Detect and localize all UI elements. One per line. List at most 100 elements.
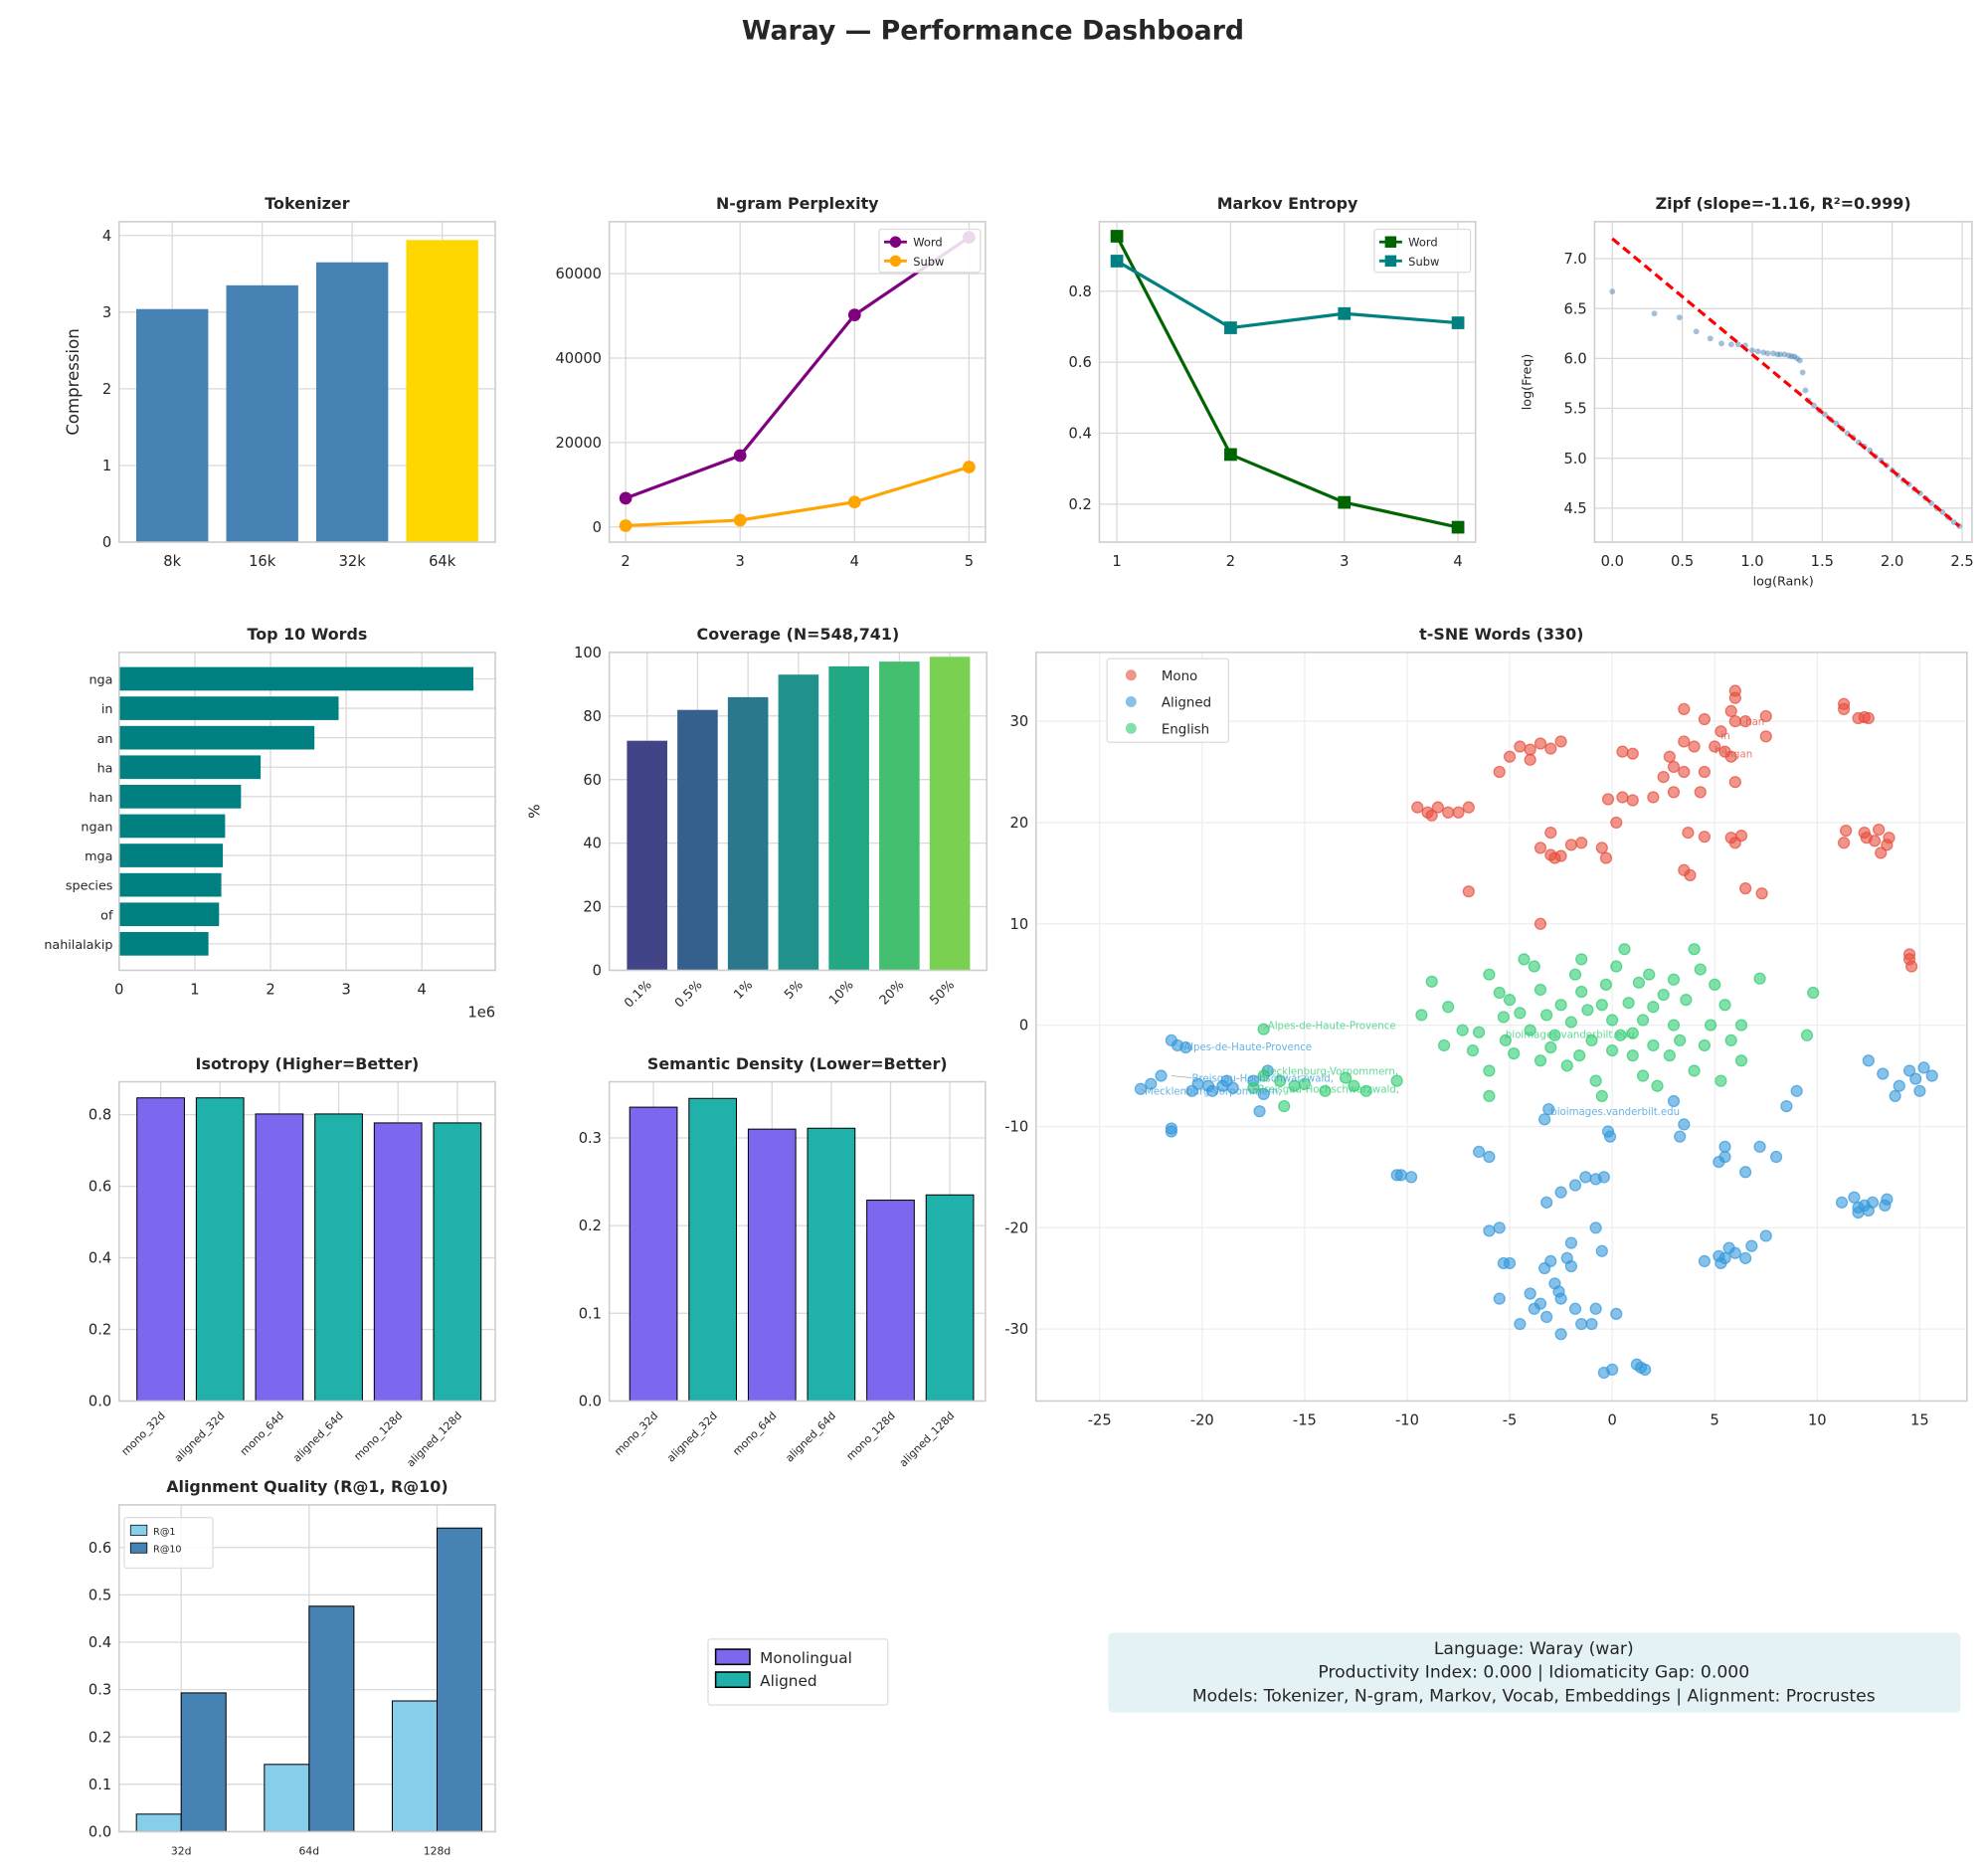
point-aligned bbox=[1698, 1254, 1712, 1268]
y-tick-label: -20 bbox=[1004, 1219, 1028, 1236]
panel-3 bbox=[1593, 221, 1973, 543]
point-aligned bbox=[1503, 1256, 1517, 1270]
y-tick-label: 20000 bbox=[555, 435, 602, 452]
bar-mono_128d bbox=[866, 1200, 915, 1402]
point-mono bbox=[1442, 806, 1455, 819]
point-english bbox=[1493, 986, 1506, 1000]
x-tick-label: 3 bbox=[1340, 553, 1349, 570]
bar-R@10-64d bbox=[308, 1605, 355, 1832]
shared-legend bbox=[707, 1638, 889, 1706]
point-english bbox=[1508, 1047, 1521, 1060]
point-mono bbox=[1875, 846, 1888, 859]
bar-mono_32d bbox=[136, 1097, 185, 1402]
y-tick-label: 0 bbox=[1019, 1018, 1028, 1034]
point-aligned bbox=[1678, 1118, 1691, 1131]
x-tick-label: 1 bbox=[190, 982, 199, 999]
point-english bbox=[1636, 1069, 1650, 1082]
point-english bbox=[1298, 1077, 1311, 1090]
point-aligned bbox=[1155, 1069, 1168, 1082]
panel-8 bbox=[608, 1080, 987, 1403]
y-tick-label: 0 bbox=[593, 963, 602, 980]
y-tick-label: of bbox=[100, 908, 113, 923]
point-aligned bbox=[1852, 1206, 1865, 1219]
point-english bbox=[1626, 1027, 1639, 1039]
x-tick-label: 5 bbox=[965, 553, 974, 570]
annotation-leader bbox=[1547, 1108, 1551, 1112]
x-tick-label: 20% bbox=[877, 978, 908, 1009]
point-aligned bbox=[1554, 1186, 1567, 1199]
point-english bbox=[1564, 1016, 1578, 1029]
y-tick-label: 0.6 bbox=[89, 1179, 111, 1196]
point-aligned bbox=[1483, 1150, 1496, 1164]
point-mono bbox=[1739, 882, 1752, 895]
point-english bbox=[1622, 997, 1635, 1010]
point-annotation: Alpes-de-Haute-Provence bbox=[1268, 1021, 1396, 1032]
point-aligned bbox=[1877, 1067, 1890, 1080]
annotation-leader bbox=[1720, 734, 1725, 736]
point-mono bbox=[1724, 750, 1737, 763]
bar-R@10-128d bbox=[436, 1527, 483, 1832]
point-english bbox=[1456, 1024, 1469, 1036]
point-english bbox=[1544, 1040, 1557, 1054]
point-Word bbox=[1110, 230, 1124, 243]
annotation-leader bbox=[1140, 1088, 1146, 1092]
point-english bbox=[1647, 1001, 1660, 1014]
point-english bbox=[1643, 968, 1656, 981]
x-tick-label: 64d bbox=[299, 1844, 320, 1857]
bar-in bbox=[118, 696, 339, 720]
axes-frame bbox=[118, 1504, 496, 1833]
point-mono bbox=[1715, 725, 1727, 738]
point-aligned bbox=[1889, 1089, 1901, 1103]
point-mono bbox=[1493, 765, 1506, 779]
point-aligned bbox=[1483, 1224, 1496, 1237]
point-english bbox=[1585, 1033, 1598, 1047]
point-aligned bbox=[1667, 1094, 1681, 1108]
point-mono bbox=[1755, 887, 1768, 900]
bar-64k bbox=[406, 240, 478, 543]
point-english bbox=[1581, 1004, 1594, 1017]
zipf-point bbox=[1777, 351, 1784, 358]
series-line-Subw bbox=[1116, 260, 1459, 330]
figure-title: Waray — Performance Dashboard bbox=[742, 15, 1244, 46]
point-mono bbox=[1881, 839, 1894, 851]
point-mono bbox=[1657, 770, 1670, 784]
point-aligned bbox=[1718, 1251, 1731, 1264]
point-english bbox=[1734, 1054, 1748, 1067]
y-tick-label: 0.2 bbox=[89, 1729, 111, 1746]
point-english bbox=[1606, 1043, 1619, 1057]
point-aligned bbox=[1790, 1084, 1803, 1097]
point-aligned bbox=[1540, 1196, 1553, 1209]
y-tick-label: -10 bbox=[1004, 1119, 1028, 1136]
point-annotation: bioimages.vanderbilt.edu bbox=[1506, 1031, 1635, 1041]
point-mono bbox=[1564, 839, 1578, 851]
point-english bbox=[1534, 983, 1547, 997]
x-tick-label: aligned_32d bbox=[172, 1409, 228, 1465]
bar-mga bbox=[118, 844, 224, 867]
point-aligned bbox=[1554, 1328, 1567, 1341]
point-english bbox=[1497, 1011, 1510, 1024]
point-english bbox=[1274, 1074, 1287, 1087]
info-line: Productivity Index: 0.000 | Idiomaticity… bbox=[1318, 1663, 1749, 1683]
point-mono bbox=[1678, 702, 1691, 715]
info-box bbox=[1108, 1632, 1961, 1713]
point-mono bbox=[1616, 745, 1629, 758]
y-axis-label: log(Freq) bbox=[1521, 354, 1535, 411]
point-aligned bbox=[1638, 1363, 1652, 1376]
x-tick-label: -25 bbox=[1088, 1412, 1112, 1429]
y-tick-label: 2 bbox=[102, 381, 111, 398]
chart-title: Semantic Density (Lower=Better) bbox=[647, 1054, 948, 1073]
point-Subw bbox=[963, 461, 976, 473]
point-aligned bbox=[1540, 1310, 1553, 1324]
bar-species bbox=[118, 872, 222, 897]
y-tick-label: 0.0 bbox=[579, 1394, 602, 1410]
point-english bbox=[1534, 1054, 1547, 1067]
point-english bbox=[1651, 1079, 1664, 1092]
point-english bbox=[1647, 1038, 1660, 1052]
y-tick-label: 0.3 bbox=[89, 1682, 111, 1699]
x-tick-label: 0.5% bbox=[672, 978, 705, 1011]
point-mono bbox=[1678, 735, 1691, 748]
point-english bbox=[1589, 1074, 1602, 1087]
legend-label: Aligned bbox=[1162, 696, 1211, 711]
point-mono bbox=[1837, 702, 1851, 715]
